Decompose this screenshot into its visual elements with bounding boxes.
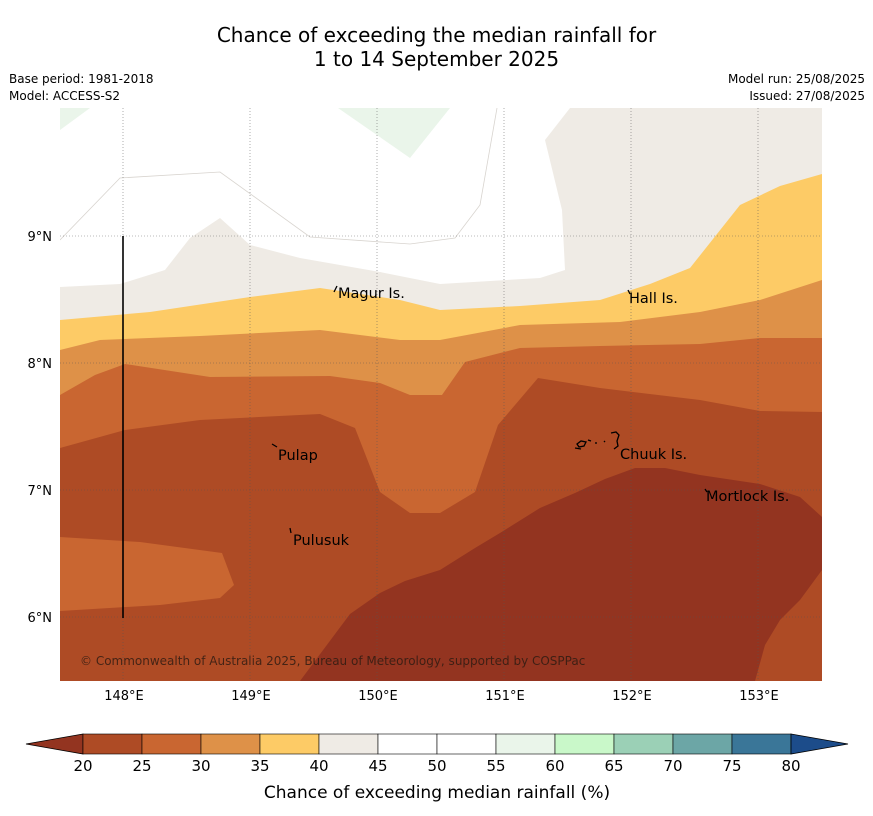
colorbar-tick-label: 20: [73, 757, 92, 775]
lat-tick-label: 9°N: [28, 230, 53, 245]
band-25-30-west: [60, 537, 234, 611]
island-mortlock: [704, 488, 708, 493]
band-55-60-patch: [338, 108, 450, 158]
island-pulusuk: [289, 527, 292, 534]
colorbar-under-arrow: [25, 733, 84, 755]
lon-tick-label: 151°E: [485, 689, 525, 704]
colorbar-segment: [554, 733, 615, 755]
colorbar-over-arrow: [790, 733, 849, 755]
colorbar-segment: [82, 733, 143, 755]
colorbar-tick-label: 50: [427, 757, 446, 775]
place-label: Hall Is.: [629, 291, 678, 307]
place-label: Pulusuk: [293, 533, 350, 549]
place-label: Pulap: [278, 448, 318, 464]
colorbar-segment: [436, 733, 497, 755]
colorbar-tick-label: 40: [309, 757, 328, 775]
lon-tick-label: 152°E: [612, 689, 652, 704]
model-run: Model run: 25/08/2025: [727, 72, 865, 86]
colorbar-tick-label: 60: [545, 757, 564, 775]
colorbar-segment: [731, 733, 792, 755]
forecast-map: © Commonwealth of Australia 2025, Bureau…: [60, 108, 822, 681]
island-hall: [627, 289, 631, 295]
colorbar-tick-label: 65: [604, 757, 623, 775]
colorbar-segment: [200, 733, 261, 755]
chart-title-line1: Chance of exceeding the median rainfall …: [216, 23, 657, 47]
base-period: Base period: 1981-2018: [9, 72, 154, 86]
band-55-60-corner: [60, 108, 90, 130]
colorbar-segment: [377, 733, 438, 755]
colorbar-tick-label: 75: [722, 757, 741, 775]
colorbar-tick-label: 55: [486, 757, 505, 775]
place-label: Magur Is.: [338, 286, 405, 302]
place-label: Chuuk Is.: [620, 447, 687, 463]
place-label: Mortlock Is.: [706, 489, 789, 505]
lon-tick-label: 150°E: [358, 689, 398, 704]
colorbar-segment: [318, 733, 379, 755]
metadata-right: Model run: 25/08/2025 Issued: 27/08/2025: [728, 71, 865, 105]
colorbar-tick-label: 35: [250, 757, 269, 775]
issued-date: Issued: 27/08/2025: [749, 89, 865, 103]
island-magur: [333, 285, 338, 293]
island-markers: [271, 285, 708, 534]
colorbar-segment: [141, 733, 202, 755]
colorbar-segment: [672, 733, 733, 755]
island-chuuk: [574, 431, 620, 450]
colorbar-tick-label: 30: [191, 757, 210, 775]
colorbar-tick-label: 70: [663, 757, 682, 775]
colorbar-tick-label: 25: [132, 757, 151, 775]
colorbar-label: Chance of exceeding median rainfall (%): [264, 783, 610, 803]
colorbar-segment: [259, 733, 320, 755]
copyright-notice: © Commonwealth of Australia 2025, Bureau…: [80, 654, 585, 668]
colorbar-tick-label: 80: [781, 757, 800, 775]
colorbar-segment: [613, 733, 674, 755]
colorbar-tick-label: 45: [368, 757, 387, 775]
lon-tick-label: 149°E: [231, 689, 271, 704]
contour-45: [60, 108, 498, 245]
lon-tick-label: 153°E: [739, 689, 779, 704]
lat-tick-label: 6°N: [28, 611, 53, 626]
band-below-20: [300, 468, 822, 681]
island-pulap: [271, 443, 278, 448]
chart-title-line2: 1 to 14 September 2025: [313, 47, 560, 71]
lat-tick-label: 7°N: [28, 484, 53, 499]
model-name: Model: ACCESS-S2: [9, 89, 121, 103]
colorbar-segment: [495, 733, 556, 755]
lon-tick-label: 148°E: [104, 689, 144, 704]
colorbar: 20 25 30 35 40 45 50 55 60 65 70 75 80: [25, 733, 849, 775]
lat-tick-label: 8°N: [28, 357, 53, 372]
metadata-left: Base period: 1981-2018 Model: ACCESS-S2: [9, 71, 154, 105]
